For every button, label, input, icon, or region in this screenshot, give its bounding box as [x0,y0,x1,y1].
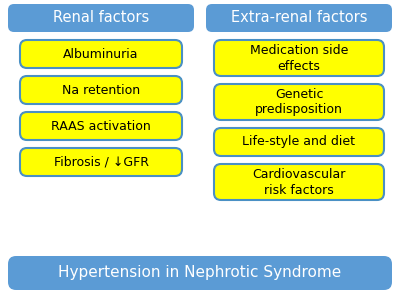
FancyBboxPatch shape [214,40,384,76]
Text: Extra-renal factors: Extra-renal factors [231,11,367,26]
Text: Life-style and diet: Life-style and diet [242,136,356,148]
Text: RAAS activation: RAAS activation [51,119,151,133]
Text: Renal factors: Renal factors [53,11,149,26]
Text: Hypertension in Nephrotic Syndrome: Hypertension in Nephrotic Syndrome [58,265,342,280]
Text: Fibrosis / ↓GFR: Fibrosis / ↓GFR [54,156,148,168]
Text: Genetic
predisposition: Genetic predisposition [255,88,343,116]
FancyBboxPatch shape [214,164,384,200]
FancyBboxPatch shape [20,112,182,140]
FancyBboxPatch shape [214,128,384,156]
Text: Cardiovascular
risk factors: Cardiovascular risk factors [252,168,346,196]
Text: Medication side
effects: Medication side effects [250,44,348,73]
FancyBboxPatch shape [8,4,194,32]
FancyBboxPatch shape [206,4,392,32]
FancyBboxPatch shape [20,76,182,104]
FancyBboxPatch shape [20,148,182,176]
Text: Albuminuria: Albuminuria [63,48,139,61]
FancyBboxPatch shape [214,84,384,120]
Text: Na retention: Na retention [62,83,140,96]
FancyBboxPatch shape [20,40,182,68]
FancyBboxPatch shape [8,256,392,290]
